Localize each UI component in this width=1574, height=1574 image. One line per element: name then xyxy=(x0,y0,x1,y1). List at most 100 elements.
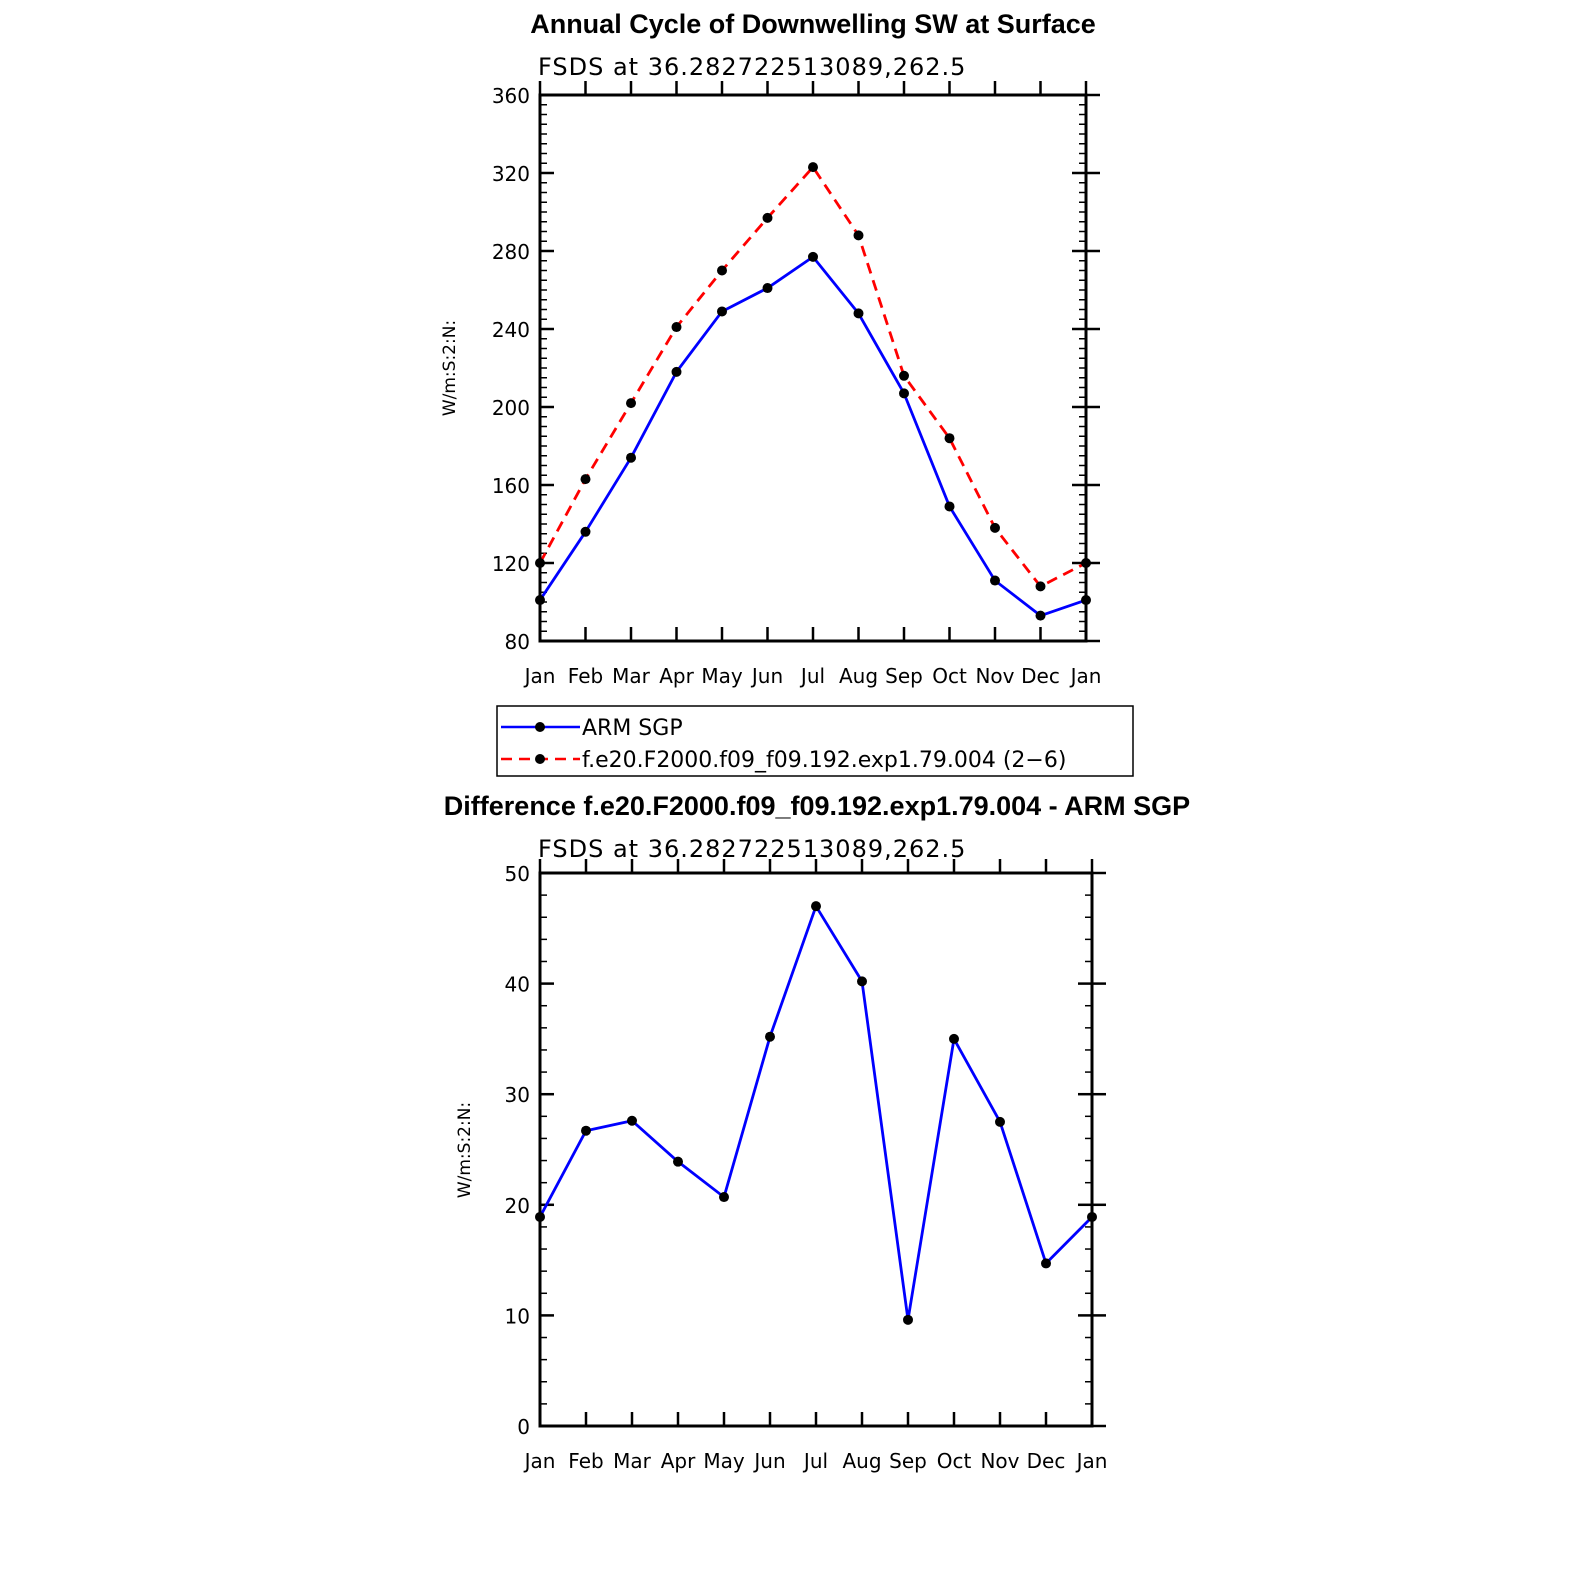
legend-label-model: f.e20.F2000.f09_f09.192.exp1.79.004 (2−6… xyxy=(582,748,1066,773)
chart1-series-line-0 xyxy=(538,255,1087,618)
chart1-data-point xyxy=(944,501,955,512)
chart2-data-point xyxy=(1087,1211,1097,1222)
chart1-data-point xyxy=(990,522,1000,533)
chart2-xtick-label: Feb xyxy=(568,1449,603,1473)
chart1-xtick-label: Jul xyxy=(799,664,825,688)
chart1-data-point xyxy=(717,306,727,317)
chart2-xtick-label: Jan xyxy=(1075,1449,1108,1473)
chart1-data-point xyxy=(671,322,682,333)
chart2-ytick-label: 0 xyxy=(517,1415,530,1439)
chart1-data-point xyxy=(762,212,773,223)
chart2-ytick-label: 50 xyxy=(505,862,530,886)
legend-marker-arm-sgp xyxy=(535,722,545,732)
chart1-ytick-label: 200 xyxy=(492,396,530,420)
chart2-ytick-label: 10 xyxy=(505,1304,530,1328)
chart2-data-point xyxy=(673,1156,683,1167)
chart1-data-point xyxy=(535,558,545,568)
chart1-title: Annual Cycle of Downwelling SW at Surfac… xyxy=(530,9,1096,39)
chart2-title: Difference f.e20.F2000.f09_f09.192.exp1.… xyxy=(444,791,1190,821)
chart1-data-point xyxy=(580,526,591,537)
chart1-xtick-label: Jun xyxy=(750,664,783,688)
chart1-ytick-label: 80 xyxy=(505,630,530,654)
chart1-data-point xyxy=(626,452,636,463)
chart2-data-point xyxy=(1041,1258,1051,1269)
chart2-data-point xyxy=(857,976,867,987)
chart1-data-point xyxy=(717,265,727,276)
chart1-xtick-label: Dec xyxy=(1021,664,1060,688)
chart2-xtick-label: Apr xyxy=(661,1449,696,1473)
legend-entry-model: f.e20.F2000.f09_f09.192.exp1.79.004 (2−6… xyxy=(501,748,1066,773)
chart1-legend: ARM SGP f.e20.F2000.f09_f09.192.exp1.79.… xyxy=(496,705,1134,777)
chart2-data-point xyxy=(811,901,821,912)
chart1-xtick-label: Mar xyxy=(612,664,651,688)
chart1-data-point xyxy=(990,575,1000,586)
chart2-data-point xyxy=(903,1314,913,1325)
chart1-data-point xyxy=(580,474,591,485)
legend-box xyxy=(496,705,1134,777)
chart2-xtick-label: Aug xyxy=(842,1449,881,1473)
chart2-ylabel: W/m:S:2:N: xyxy=(455,1102,475,1198)
chart1-data-point xyxy=(808,162,818,173)
chart1-data-point xyxy=(944,433,955,444)
chart2-xtick-label: Mar xyxy=(613,1449,652,1473)
legend-entry-arm-sgp: ARM SGP xyxy=(501,716,683,741)
chart1-data-point xyxy=(1035,610,1046,621)
chart1-subtitle: FSDS at 36.282722513089,262.5 xyxy=(538,53,966,81)
chart1-data-point xyxy=(808,251,818,262)
chart2-xtick-label: Oct xyxy=(937,1449,972,1473)
chart1-ytick-label: 320 xyxy=(492,162,530,186)
chart2-ytick-label: 30 xyxy=(505,1083,530,1107)
chart1-xtick-label: Jan xyxy=(1069,664,1102,688)
chart1-data-point xyxy=(535,595,545,606)
chart1-data-point xyxy=(1035,581,1046,592)
chart1-data-point xyxy=(626,398,636,409)
chart1-ytick-label: 280 xyxy=(492,240,530,264)
chart1-data-point xyxy=(899,370,909,381)
chart1-data-point xyxy=(1081,558,1091,568)
legend-marker-model xyxy=(535,754,545,764)
legend-label-arm-sgp: ARM SGP xyxy=(582,716,683,741)
chart2-plot: 0 10 20 30 40 50 Jan Feb Mar Apr May Jun Jul Aug Sep Oc… xyxy=(505,859,1108,1473)
chart2-xtick-label: Jan xyxy=(523,1449,556,1473)
chart2-data-point xyxy=(627,1115,637,1126)
chart2-ytick-label: 20 xyxy=(505,1194,530,1218)
chart1-ytick-label: 240 xyxy=(492,318,530,342)
chart2-data-point xyxy=(581,1125,591,1136)
chart1-data-point xyxy=(671,366,682,377)
chart1-series-line-1 xyxy=(538,165,1087,588)
chart1-ytick-label: 360 xyxy=(492,84,530,108)
chart2-xtick-label: Nov xyxy=(980,1449,1019,1473)
chart2-series-line-0 xyxy=(538,904,1093,1322)
chart2-ytick-label: 40 xyxy=(505,973,530,997)
chart2-xtick-label: Jun xyxy=(752,1449,785,1473)
chart1-ytick-label: 120 xyxy=(492,552,530,576)
chart1-ytick-label: 160 xyxy=(492,474,530,498)
chart2-xtick-label: Sep xyxy=(889,1449,927,1473)
chart1-data-point xyxy=(762,283,773,294)
chart2-data-point xyxy=(719,1192,729,1203)
chart2-xtick-label: May xyxy=(703,1449,745,1473)
chart1-ylabel: W/m:S:2:N: xyxy=(440,320,460,416)
chart1-data-point xyxy=(899,388,909,399)
chart1-xtick-label: Apr xyxy=(659,664,694,688)
chart2-xtick-label: Jul xyxy=(802,1449,828,1473)
chart1-xtick-label: May xyxy=(701,664,743,688)
chart1-plot: 80 120 160 200 240 280 320 360 Jan Feb Mar Apr May Ju… xyxy=(492,81,1102,688)
chart1-data-point xyxy=(1081,595,1091,606)
chart1-data-point xyxy=(853,230,864,241)
chart1-xtick-label: Nov xyxy=(975,664,1014,688)
chart1-xtick-label: Sep xyxy=(885,664,923,688)
chart1-xtick-label: Jan xyxy=(523,664,556,688)
chart2-data-point xyxy=(995,1116,1005,1127)
chart2-subtitle: FSDS at 36.282722513089,262.5 xyxy=(538,835,966,863)
chart2-data-point xyxy=(949,1033,959,1044)
chart1-xtick-label: Feb xyxy=(568,664,603,688)
chart1-frame xyxy=(538,93,1088,643)
chart2-xtick-label: Dec xyxy=(1027,1449,1066,1473)
chart2-data-point xyxy=(535,1211,545,1222)
chart2-data-point xyxy=(765,1031,775,1042)
chart1-data-point xyxy=(853,308,864,319)
chart1-xtick-label: Oct xyxy=(932,664,967,688)
chart1-xtick-label: Aug xyxy=(839,664,878,688)
